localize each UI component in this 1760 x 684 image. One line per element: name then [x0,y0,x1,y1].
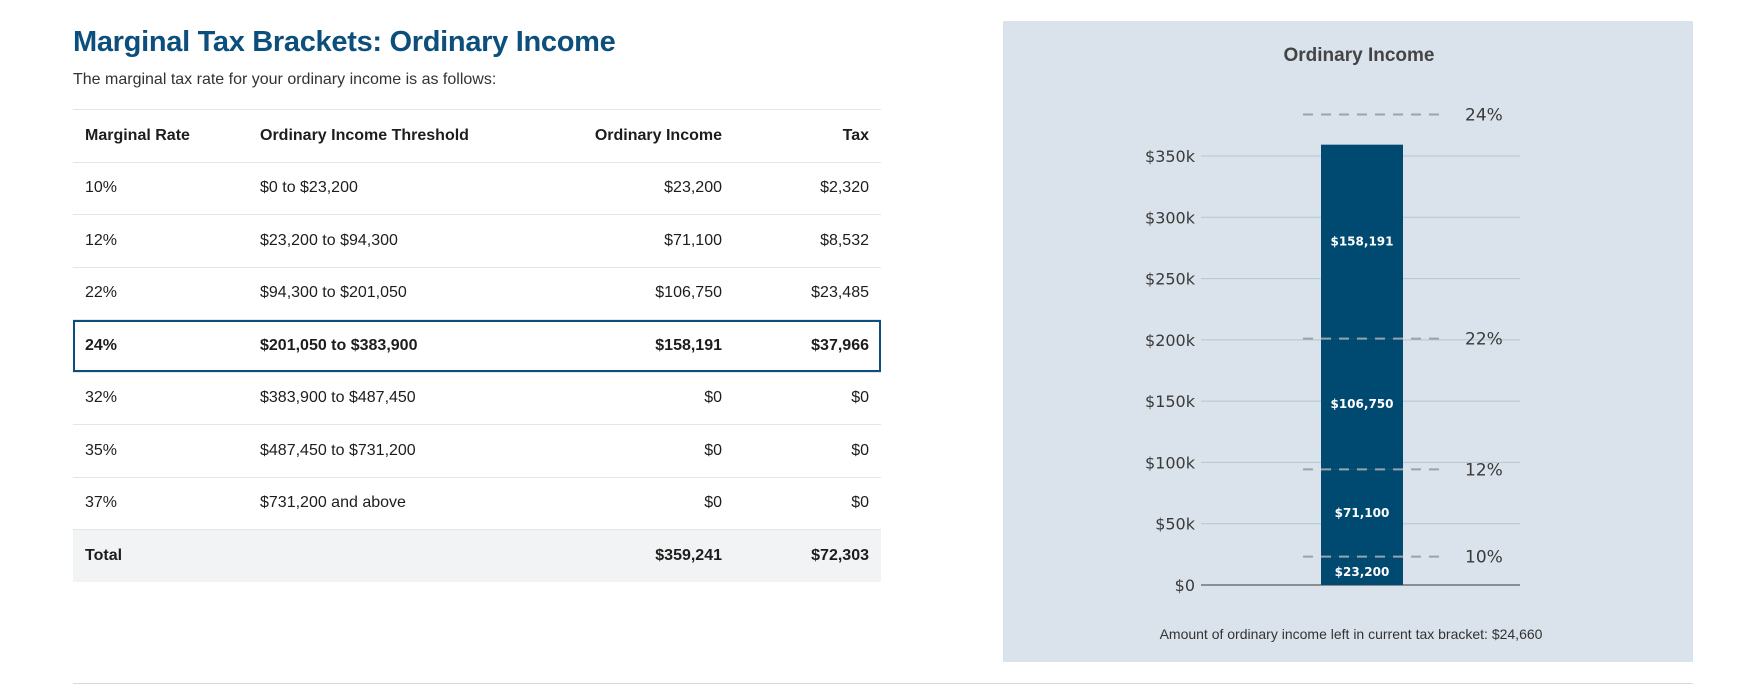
tax-cell: $8,532 [734,214,881,267]
y-tick-label: $0 [1175,576,1195,595]
tax-brackets-table: Marginal Rate Ordinary Income Threshold … [73,109,881,582]
bar-segment [1321,338,1403,470]
income-cell: $158,191 [528,319,734,372]
threshold-cell: $383,900 to $487,450 [248,371,528,425]
bar-segment [1321,556,1403,585]
chart-footnote: Amount of ordinary income left in curren… [1160,626,1543,642]
y-tick-label: $350k [1145,147,1196,166]
table-row: 37% $731,200 and above $0 $0 [73,476,881,530]
column-header-marginal-rate: Marginal Rate [73,109,248,162]
bar-segment [1321,144,1403,339]
total-label: Total [73,529,248,582]
table-row: 22% $94,300 to $201,050 $106,750 $23,485 [73,266,881,320]
bracket-rate-label: 12% [1465,460,1503,480]
table-row: 35% $487,450 to $731,200 $0 $0 [73,424,881,477]
table-row: 10% $0 to $23,200 $23,200 $2,320 [73,161,881,215]
tax-cell: $0 [734,424,881,477]
column-header-ordinary-income: Ordinary Income [528,109,734,162]
rate-cell: 35% [73,424,248,477]
tax-cell: $0 [734,371,881,425]
page-title: Marginal Tax Brackets: Ordinary Income [73,26,616,58]
rate-cell: 24% [73,319,248,372]
y-tick-label: $200k [1145,331,1196,350]
y-tick-label: $300k [1145,208,1196,227]
table-total-row: Total $359,241 $72,303 [73,529,881,582]
bar-segment-label: $23,200 [1335,565,1390,579]
y-tick-label: $250k [1145,270,1196,289]
column-header-threshold: Ordinary Income Threshold [248,109,528,162]
total-tax: $72,303 [734,529,881,582]
rate-cell: 22% [73,266,248,320]
rate-cell: 37% [73,476,248,530]
income-cell: $106,750 [528,266,734,320]
table-row-current-bracket: 24% $201,050 to $383,900 $158,191 $37,96… [73,319,881,372]
bar-segment [1321,469,1403,557]
threshold-cell: $94,300 to $201,050 [248,266,528,320]
y-tick-label: $100k [1145,453,1196,472]
page-subtitle: The marginal tax rate for your ordinary … [73,71,497,88]
bar-segment-label: $106,750 [1330,397,1393,411]
tax-cell: $0 [734,476,881,530]
rate-cell: 32% [73,371,248,425]
table-row: 32% $383,900 to $487,450 $0 $0 [73,371,881,425]
bar-segment-label: $158,191 [1330,235,1393,249]
income-cell: $0 [528,371,734,425]
chart-title: Ordinary Income [1284,45,1435,66]
income-cell: $23,200 [528,161,734,215]
total-income: $359,241 [528,529,734,582]
total-threshold-empty [248,529,528,582]
column-header-tax: Tax [734,109,881,162]
income-cell: $0 [528,476,734,530]
tax-cell: $23,485 [734,266,881,320]
threshold-cell: $0 to $23,200 [248,161,528,215]
rate-cell: 12% [73,214,248,267]
threshold-cell: $201,050 to $383,900 [248,319,528,372]
bar-segment-label: $71,100 [1335,506,1390,520]
tax-cell: $2,320 [734,161,881,215]
threshold-cell: $23,200 to $94,300 [248,214,528,267]
table-row: 12% $23,200 to $94,300 $71,100 $8,532 [73,214,881,267]
y-tick-label: $50k [1155,515,1196,534]
table-header-row: Marginal Rate Ordinary Income Threshold … [73,109,881,162]
y-tick-label: $150k [1145,392,1196,411]
bracket-rate-label: 22% [1465,330,1503,350]
income-cell: $0 [528,424,734,477]
rate-cell: 10% [73,161,248,215]
ordinary-income-chart-panel: Ordinary Income $0 $50k $100k $150k $200k $250… [1003,21,1693,662]
threshold-cell: $487,450 to $731,200 [248,424,528,477]
ordinary-income-chart: Ordinary Income $0 $50k $100k $150k $200k $250… [1145,45,1543,642]
threshold-cell: $731,200 and above [248,476,528,530]
tax-brackets-section: Marginal Tax Brackets: Ordinary Income T… [73,22,881,582]
income-cell: $71,100 [528,214,734,267]
bracket-rate-label: 24% [1465,105,1503,125]
bracket-rate-label: 10% [1465,548,1503,568]
tax-cell: $37,966 [734,319,881,372]
